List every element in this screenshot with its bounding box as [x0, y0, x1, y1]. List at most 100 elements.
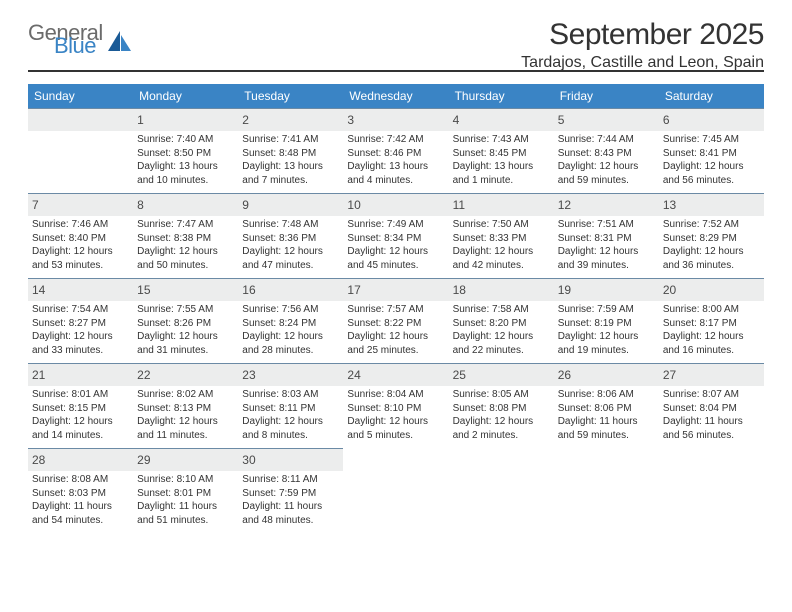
day-info: Sunrise: 8:07 AMSunset: 8:04 PMDaylight:… — [663, 388, 760, 442]
day-info: Sunrise: 7:58 AMSunset: 8:20 PMDaylight:… — [453, 303, 550, 357]
day-cell: 15 Sunrise: 7:55 AMSunset: 8:26 PMDayligh… — [133, 278, 238, 363]
empty-cell — [28, 108, 133, 193]
day-header: Thursday — [449, 84, 554, 108]
day-number: 6 — [663, 113, 670, 127]
day-number: 20 — [663, 283, 676, 297]
day-cell: 24 Sunrise: 8:04 AMSunset: 8:10 PMDayligh… — [343, 363, 448, 448]
daynum-row: 2 — [238, 109, 343, 131]
day-info: Sunrise: 7:43 AMSunset: 8:45 PMDaylight:… — [453, 133, 550, 187]
day-number: 5 — [558, 113, 565, 127]
day-header: Wednesday — [343, 84, 448, 108]
day-cell: 6 Sunrise: 7:45 AMSunset: 8:41 PMDaylight… — [659, 108, 764, 193]
day-info: Sunrise: 8:10 AMSunset: 8:01 PMDaylight:… — [137, 473, 234, 527]
day-info: Sunrise: 8:01 AMSunset: 8:15 PMDaylight:… — [32, 388, 129, 442]
daynum-row: 10 — [343, 194, 448, 216]
day-cell: 28Sunrise: 8:08 AMSunset: 8:03 PMDayligh… — [28, 448, 133, 533]
daynum-row: 23 — [238, 364, 343, 386]
daynum-row: 28 — [28, 449, 133, 471]
daynum-row: 12 — [554, 194, 659, 216]
day-info: Sunrise: 7:41 AMSunset: 8:48 PMDaylight:… — [242, 133, 339, 187]
day-number: 30 — [242, 453, 255, 467]
daynum-row: 26 — [554, 364, 659, 386]
day-number: 27 — [663, 368, 676, 382]
day-info: Sunrise: 7:56 AMSunset: 8:24 PMDaylight:… — [242, 303, 339, 357]
day-number: 18 — [453, 283, 466, 297]
day-header: Tuesday — [238, 84, 343, 108]
daynum-row: 8 — [133, 194, 238, 216]
day-info: Sunrise: 8:00 AMSunset: 8:17 PMDaylight:… — [663, 303, 760, 357]
day-cell: 14Sunrise: 7:54 AMSunset: 8:27 PMDayligh… — [28, 278, 133, 363]
day-cell: 1 Sunrise: 7:40 AMSunset: 8:50 PMDaylight… — [133, 108, 238, 193]
day-cell: 20 Sunrise: 8:00 AMSunset: 8:17 PMDayligh… — [659, 278, 764, 363]
day-cell: 25Sunrise: 8:05 AMSunset: 8:08 PMDayligh… — [449, 363, 554, 448]
day-info: Sunrise: 8:03 AMSunset: 8:11 PMDaylight:… — [242, 388, 339, 442]
day-info: Sunrise: 7:54 AMSunset: 8:27 PMDaylight:… — [32, 303, 129, 357]
day-cell: 26Sunrise: 8:06 AMSunset: 8:06 PMDayligh… — [554, 363, 659, 448]
day-info: Sunrise: 8:11 AMSunset: 7:59 PMDaylight:… — [242, 473, 339, 527]
day-cell: 10Sunrise: 7:49 AMSunset: 8:34 PMDayligh… — [343, 193, 448, 278]
day-number: 15 — [137, 283, 150, 297]
daynum-row: 19 — [554, 279, 659, 301]
day-info: Sunrise: 7:50 AMSunset: 8:33 PMDaylight:… — [453, 218, 550, 272]
day-cell: 11 Sunrise: 7:50 AMSunset: 8:33 PMDayligh… — [449, 193, 554, 278]
day-number: 2 — [242, 113, 249, 127]
daynum-row: 18 — [449, 279, 554, 301]
day-info: Sunrise: 7:52 AMSunset: 8:29 PMDaylight:… — [663, 218, 760, 272]
day-cell: 13Sunrise: 7:52 AMSunset: 8:29 PMDayligh… — [659, 193, 764, 278]
day-cell: 23Sunrise: 8:03 AMSunset: 8:11 PMDayligh… — [238, 363, 343, 448]
day-info: Sunrise: 7:55 AMSunset: 8:26 PMDaylight:… — [137, 303, 234, 357]
day-info: Sunrise: 7:42 AMSunset: 8:46 PMDaylight:… — [347, 133, 444, 187]
daynum-row: 1 — [133, 109, 238, 131]
day-info: Sunrise: 7:46 AMSunset: 8:40 PMDaylight:… — [32, 218, 129, 272]
daynum-row: 22 — [133, 364, 238, 386]
day-number: 1 — [137, 113, 144, 127]
title-underline — [28, 70, 764, 72]
day-header: Saturday — [659, 84, 764, 108]
day-number: 24 — [347, 368, 360, 382]
day-info: Sunrise: 7:47 AMSunset: 8:38 PMDaylight:… — [137, 218, 234, 272]
daynum-row-empty — [28, 109, 133, 131]
day-number: 11 — [453, 198, 465, 212]
day-cell: 22Sunrise: 8:02 AMSunset: 8:13 PMDayligh… — [133, 363, 238, 448]
daynum-row: 3 — [343, 109, 448, 131]
daynum-row: 17 — [343, 279, 448, 301]
day-cell: 29Sunrise: 8:10 AMSunset: 8:01 PMDayligh… — [133, 448, 238, 533]
day-cell: 5 Sunrise: 7:44 AMSunset: 8:43 PMDaylight… — [554, 108, 659, 193]
day-number: 12 — [558, 198, 571, 212]
daynum-row: 25 — [449, 364, 554, 386]
day-info: Sunrise: 7:40 AMSunset: 8:50 PMDaylight:… — [137, 133, 234, 187]
day-info: Sunrise: 7:51 AMSunset: 8:31 PMDaylight:… — [558, 218, 655, 272]
day-header: Monday — [133, 84, 238, 108]
day-info: Sunrise: 7:44 AMSunset: 8:43 PMDaylight:… — [558, 133, 655, 187]
month-title: September 2025 — [521, 18, 764, 52]
day-cell: 4 Sunrise: 7:43 AMSunset: 8:45 PMDaylight… — [449, 108, 554, 193]
logo-text-block: General Blue — [28, 24, 103, 55]
day-cell: 27 Sunrise: 8:07 AMSunset: 8:04 PMDayligh… — [659, 363, 764, 448]
daynum-row: 20 — [659, 279, 764, 301]
day-info: Sunrise: 7:49 AMSunset: 8:34 PMDaylight:… — [347, 218, 444, 272]
daynum-row: 9 — [238, 194, 343, 216]
day-number: 4 — [453, 113, 460, 127]
day-number: 8 — [137, 198, 144, 212]
day-number: 3 — [347, 113, 354, 127]
day-cell: 17Sunrise: 7:57 AMSunset: 8:22 PMDayligh… — [343, 278, 448, 363]
daynum-row: 11 — [449, 194, 554, 216]
day-cell: 18 Sunrise: 7:58 AMSunset: 8:20 PMDayligh… — [449, 278, 554, 363]
day-info: Sunrise: 7:59 AMSunset: 8:19 PMDaylight:… — [558, 303, 655, 357]
daynum-row: 24 — [343, 364, 448, 386]
day-info: Sunrise: 7:45 AMSunset: 8:41 PMDaylight:… — [663, 133, 760, 187]
daynum-row: 6 — [659, 109, 764, 131]
day-info: Sunrise: 8:06 AMSunset: 8:06 PMDaylight:… — [558, 388, 655, 442]
logo-sail-icon — [107, 29, 133, 53]
daynum-row: 4 — [449, 109, 554, 131]
day-cell: 3 Sunrise: 7:42 AMSunset: 8:46 PMDaylight… — [343, 108, 448, 193]
day-header: Friday — [554, 84, 659, 108]
logo-line2: Blue — [54, 37, 103, 56]
day-info: Sunrise: 8:04 AMSunset: 8:10 PMDaylight:… — [347, 388, 444, 442]
day-number: 25 — [453, 368, 466, 382]
day-info: Sunrise: 8:02 AMSunset: 8:13 PMDaylight:… — [137, 388, 234, 442]
day-number: 17 — [347, 283, 360, 297]
day-number: 9 — [242, 198, 249, 212]
day-cell: 2 Sunrise: 7:41 AMSunset: 8:48 PMDaylight… — [238, 108, 343, 193]
title-block: September 2025 Tardajos, Castille and Le… — [521, 18, 764, 72]
